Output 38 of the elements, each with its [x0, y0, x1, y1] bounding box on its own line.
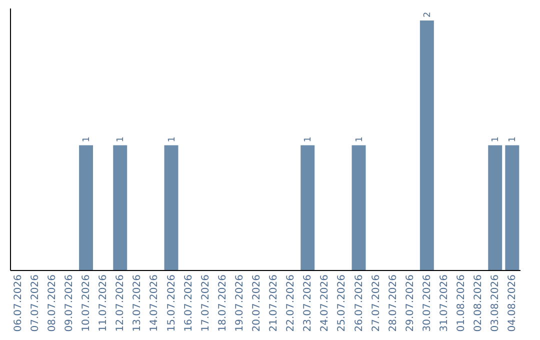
x-tick-label: 01.08.2026: [456, 274, 468, 332]
data-label: 1: [508, 136, 518, 142]
x-tick-label: 25.07.2026: [336, 274, 348, 332]
x-tick-label: 31.07.2026: [438, 274, 450, 332]
data-label: 2: [422, 12, 433, 18]
x-tick-label: 24.07.2026: [320, 274, 331, 332]
x-tick-label: 12.07.2026: [115, 274, 126, 332]
x-tick-label: 07.07.2026: [30, 274, 41, 332]
x-tick-label: 23.07.2026: [302, 274, 314, 332]
x-tick-label: 02.08.2026: [473, 274, 484, 332]
x-tick-label: 06.07.2026: [12, 274, 24, 332]
x-tick-label: 17.07.2026: [200, 274, 212, 332]
x-tick-label: 16.07.2026: [183, 274, 194, 332]
x-tick-label: 27.07.2026: [370, 274, 382, 332]
x-tick-label: 30.07.2026: [422, 274, 433, 332]
x-tick-label: 13.07.2026: [132, 274, 144, 332]
data-label: 1: [116, 136, 126, 142]
x-tick-label: 03.08.2026: [490, 274, 502, 332]
x-tick-label: 10.07.2026: [81, 274, 92, 332]
data-label: 1: [354, 136, 365, 142]
x-tick-label: 11.07.2026: [98, 274, 110, 332]
x-tick-label: 04.08.2026: [507, 274, 518, 332]
x-tick-label: 28.07.2026: [388, 274, 399, 332]
data-label: 1: [82, 136, 92, 142]
x-tick-label: 15.07.2026: [166, 274, 178, 332]
x-tick-label: 21.07.2026: [268, 274, 280, 332]
data-label: 1: [167, 136, 178, 142]
data-label: 1: [491, 136, 502, 142]
x-tick-label: 29.07.2026: [404, 274, 416, 332]
x-tick-label: 08.07.2026: [46, 274, 58, 332]
x-tick-label: 14.07.2026: [149, 274, 160, 332]
x-tick-label: 18.07.2026: [217, 274, 228, 332]
x-tick-label: 26.07.2026: [354, 274, 365, 332]
data-label: 1: [304, 136, 314, 142]
x-tick-label: 09.07.2026: [64, 274, 75, 332]
x-tick-label: 20.07.2026: [251, 274, 262, 332]
x-tick-label: 19.07.2026: [234, 274, 246, 332]
x-tick-label: 22.07.2026: [286, 274, 297, 332]
